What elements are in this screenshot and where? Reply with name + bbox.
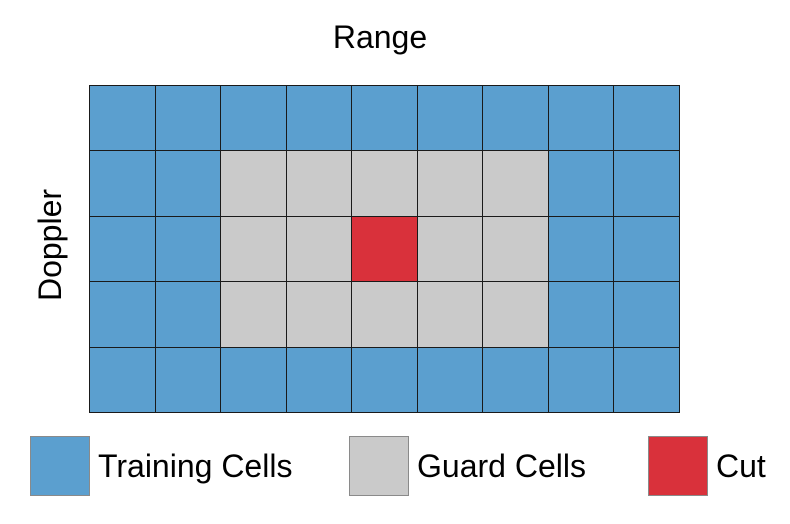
training-cell [614,86,679,151]
legend-swatch-guard [349,436,409,496]
legend-label-cut: Cut [716,448,766,484]
training-cell [614,151,679,216]
guard-cell [221,151,286,216]
range-axis-label: Range [332,19,428,55]
guard-cell [221,282,286,347]
training-cell [548,216,613,282]
training-cell [548,347,613,412]
doppler-axis-label: Doppler [32,188,68,302]
training-cell [548,151,613,216]
training-cell [352,86,417,151]
guard-cell [352,282,417,347]
cut-cell [352,216,417,282]
training-cell [90,86,155,151]
guard-cell [483,216,548,282]
training-cell [155,216,220,282]
training-cell [90,282,155,347]
training-cell [352,347,417,412]
training-cell [221,347,286,412]
training-cell [483,86,548,151]
training-cell [155,347,220,412]
legend-label-training: Training Cells [98,448,293,484]
training-cell [548,282,613,347]
training-cell [90,216,155,282]
training-cell [286,86,351,151]
guard-cell [483,282,548,347]
legend-swatch-training [30,436,90,496]
guard-cell [221,216,286,282]
training-cell [155,151,220,216]
training-cell [614,347,679,412]
training-cell [155,86,220,151]
guard-cell [417,282,482,347]
guard-cell [417,216,482,282]
guard-cell [417,151,482,216]
training-cell [286,347,351,412]
legend-label-guard: Guard Cells [417,448,586,484]
training-cell [417,86,482,151]
training-cell [614,282,679,347]
legend-swatch-cut [648,436,708,496]
training-cell [90,151,155,216]
training-cell [155,282,220,347]
guard-cell [483,151,548,216]
training-cell [221,86,286,151]
training-cell [548,86,613,151]
training-cell [483,347,548,412]
guard-cell [286,216,351,282]
guard-cell [352,151,417,216]
training-cell [614,216,679,282]
training-cell [417,347,482,412]
cell-grid [89,85,680,413]
guard-cell [286,282,351,347]
training-cell [90,347,155,412]
guard-cell [286,151,351,216]
